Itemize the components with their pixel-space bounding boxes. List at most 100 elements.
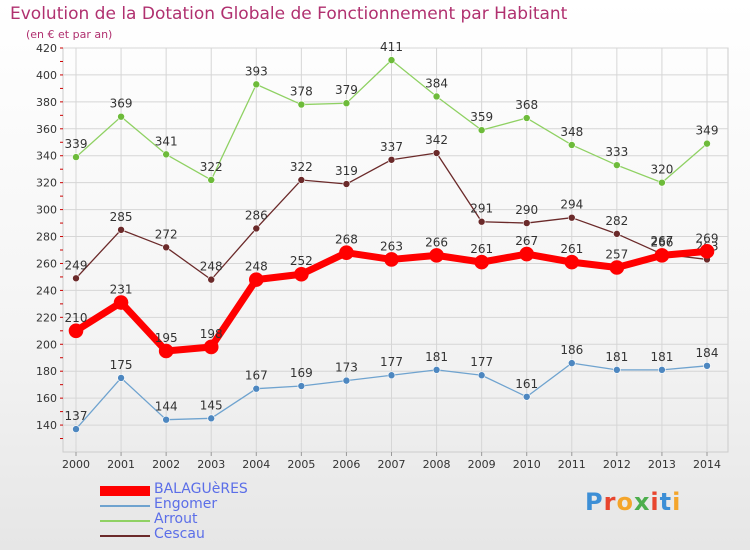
data-label-arrout: 348 xyxy=(560,125,583,139)
proxiti-logo: Proxiti xyxy=(585,488,681,516)
data-label-engomer: 181 xyxy=(650,350,673,364)
data-point-engomer xyxy=(207,414,216,423)
data-point-balagures xyxy=(609,260,625,275)
x-tick-label: 2000 xyxy=(62,458,90,471)
data-point-arrout xyxy=(117,112,125,121)
y-tick-label: 220 xyxy=(36,311,57,324)
data-point-balagures xyxy=(203,339,219,355)
data-label-cescau: 285 xyxy=(110,210,133,224)
data-point-engomer xyxy=(117,374,125,382)
data-label-arrout: 322 xyxy=(200,160,223,174)
logo-letter: i xyxy=(672,488,682,516)
x-tick-label: 2010 xyxy=(513,458,541,471)
x-tick-label: 2014 xyxy=(693,458,721,471)
data-point-balagures xyxy=(429,248,444,263)
logo-letter: x xyxy=(633,488,651,516)
data-point-engomer xyxy=(703,362,711,370)
data-label-balagures: 252 xyxy=(290,254,313,268)
data-point-arrout xyxy=(252,80,261,89)
data-point-engomer xyxy=(387,371,396,380)
data-point-engomer xyxy=(477,371,486,380)
y-tick-label: 380 xyxy=(36,96,57,109)
data-label-balagures: 269 xyxy=(696,231,719,245)
x-tick-label: 2007 xyxy=(378,458,406,471)
data-point-arrout xyxy=(432,92,441,101)
data-label-cescau: 290 xyxy=(515,203,538,217)
data-label-engomer: 175 xyxy=(110,358,133,372)
data-point-arrout xyxy=(162,150,170,159)
x-tick-label: 2001 xyxy=(107,458,135,471)
x-tick-label: 2009 xyxy=(468,458,496,471)
data-point-arrout xyxy=(477,126,486,134)
data-point-arrout xyxy=(297,100,306,109)
data-label-balagures: 248 xyxy=(245,260,268,274)
data-point-arrout xyxy=(342,99,351,108)
data-label-arrout: 379 xyxy=(335,83,358,97)
data-point-arrout xyxy=(613,161,621,169)
logo-letter: r xyxy=(603,488,617,516)
data-point-engomer xyxy=(432,366,441,374)
data-point-balagures xyxy=(248,272,264,287)
data-point-balagures xyxy=(519,246,535,262)
data-label-balagures: 257 xyxy=(605,248,628,262)
data-label-engomer: 167 xyxy=(245,369,268,383)
logo-letter: P xyxy=(585,488,604,516)
data-label-arrout: 339 xyxy=(65,137,88,151)
data-label-balagures: 195 xyxy=(155,331,178,345)
y-tick-label: 400 xyxy=(36,69,57,82)
data-label-engomer: 184 xyxy=(696,346,719,360)
data-label-arrout: 411 xyxy=(380,40,403,54)
data-label-arrout: 320 xyxy=(650,163,673,177)
data-label-engomer: 173 xyxy=(335,361,358,375)
legend-swatch-cescau xyxy=(100,535,150,537)
legend-swatch-balagueres xyxy=(100,486,150,496)
data-label-arrout: 368 xyxy=(515,98,538,112)
data-point-engomer xyxy=(297,382,306,390)
data-point-balagures xyxy=(113,295,129,310)
data-label-balagures: 268 xyxy=(335,233,358,247)
data-label-balagures: 231 xyxy=(110,283,133,297)
data-point-cescau xyxy=(162,243,170,252)
y-tick-label: 340 xyxy=(36,150,57,163)
data-label-arrout: 349 xyxy=(696,124,719,138)
data-point-arrout xyxy=(567,141,576,149)
legend-label-balagueres: BALAGUèRES xyxy=(154,481,248,497)
data-point-cescau xyxy=(613,230,621,238)
data-label-cescau: 267 xyxy=(650,234,673,248)
data-point-balagures xyxy=(158,343,174,359)
data-label-engomer: 137 xyxy=(65,409,88,423)
data-label-cescau: 337 xyxy=(380,140,403,154)
data-label-engomer: 144 xyxy=(155,400,178,414)
data-point-cescau xyxy=(432,149,441,157)
data-point-cescau xyxy=(252,224,261,233)
data-label-engomer: 177 xyxy=(380,355,403,369)
data-point-balagures xyxy=(564,254,580,270)
data-point-arrout xyxy=(387,56,396,64)
data-point-engomer xyxy=(72,425,80,433)
data-point-arrout xyxy=(207,176,216,184)
y-tick-label: 320 xyxy=(36,177,57,190)
data-label-cescau: 248 xyxy=(200,260,223,274)
data-label-engomer: 186 xyxy=(560,343,583,357)
x-tick-label: 2003 xyxy=(197,458,225,471)
y-tick-label: 260 xyxy=(36,257,57,270)
data-label-arrout: 369 xyxy=(110,97,133,111)
data-point-cescau xyxy=(297,176,306,184)
data-point-engomer xyxy=(342,376,351,385)
data-point-cescau xyxy=(567,213,576,222)
data-label-arrout: 359 xyxy=(470,110,493,124)
data-label-balagures: 261 xyxy=(560,242,583,256)
data-point-engomer xyxy=(567,359,576,367)
data-point-cescau xyxy=(477,217,486,226)
data-point-balagures xyxy=(474,254,489,270)
y-tick-label: 420 xyxy=(36,42,57,55)
x-tick-label: 2004 xyxy=(242,458,270,471)
y-tick-label: 360 xyxy=(36,123,57,136)
data-point-cescau xyxy=(207,275,216,284)
x-tick-label: 2006 xyxy=(332,458,360,471)
data-point-cescau xyxy=(117,226,125,234)
data-point-balagures xyxy=(339,245,354,260)
data-label-engomer: 169 xyxy=(290,366,313,380)
x-tick-label: 2013 xyxy=(648,458,676,471)
